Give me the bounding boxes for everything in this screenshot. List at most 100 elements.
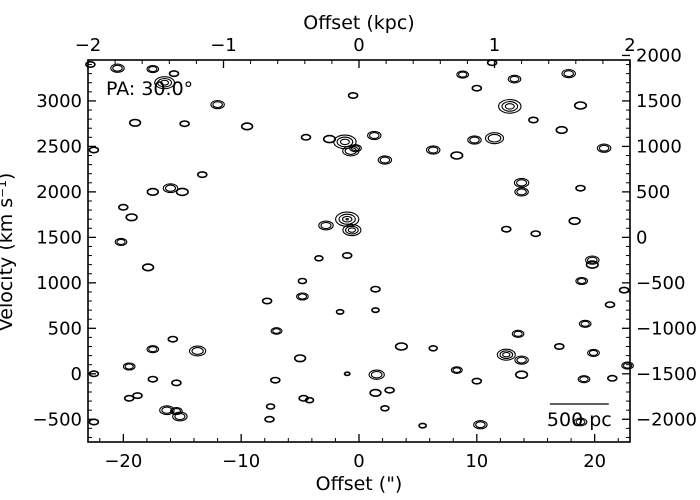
contour-blob bbox=[516, 188, 527, 196]
contour-blob bbox=[553, 342, 565, 350]
contour-blob bbox=[516, 356, 527, 364]
contour-blob bbox=[507, 74, 522, 84]
contour-blob bbox=[293, 354, 307, 363]
contour-blob bbox=[164, 184, 177, 192]
contour-blob bbox=[606, 374, 618, 382]
contour-blob bbox=[168, 70, 180, 78]
contour-blob bbox=[563, 70, 574, 78]
contour-blob bbox=[500, 225, 512, 233]
y-tick-label-left: 2500 bbox=[36, 136, 82, 157]
y-tick-label-right: −1500 bbox=[636, 364, 697, 385]
contour-blob bbox=[587, 256, 598, 264]
contour-blob bbox=[371, 307, 380, 314]
contour-blob bbox=[467, 135, 482, 145]
contour-blob bbox=[573, 101, 588, 110]
contour-blob bbox=[509, 75, 520, 83]
contour-blob bbox=[473, 420, 488, 430]
contour-blob bbox=[112, 64, 123, 72]
contour-blob bbox=[162, 183, 179, 194]
contour-blob bbox=[499, 350, 514, 360]
contour-blob bbox=[514, 187, 529, 197]
y-tick-label-left: 0 bbox=[71, 364, 82, 385]
contour-blob bbox=[179, 120, 190, 128]
contour-blob bbox=[125, 213, 138, 222]
scale-bar-label: 500 pc bbox=[547, 409, 612, 431]
contour-blob bbox=[146, 345, 160, 354]
contour-blob bbox=[377, 155, 393, 165]
contour-blob bbox=[141, 263, 155, 272]
y-tick-label-right: 0 bbox=[636, 227, 647, 248]
contour-blob bbox=[320, 221, 332, 230]
contour-blob bbox=[587, 348, 600, 357]
contour-blob bbox=[555, 125, 568, 135]
contour-blob bbox=[118, 203, 129, 211]
contour-blob bbox=[578, 319, 592, 328]
y-tick-label-right: 1000 bbox=[636, 136, 682, 157]
contour-blob bbox=[579, 376, 589, 383]
contour-blob bbox=[368, 369, 385, 380]
contour-blob bbox=[342, 224, 362, 237]
contour-blob bbox=[297, 293, 308, 300]
contour-blob bbox=[530, 230, 542, 238]
contour-blob bbox=[85, 60, 96, 68]
contour-blob bbox=[496, 348, 516, 361]
contour-blob bbox=[157, 77, 173, 88]
contour-blob bbox=[513, 330, 523, 337]
y-tick-label-right: −1000 bbox=[636, 318, 697, 339]
y-tick-label-right: 2000 bbox=[636, 45, 682, 66]
contour-blob bbox=[122, 362, 136, 371]
contour-blob bbox=[339, 138, 350, 146]
contour-blob bbox=[128, 118, 142, 127]
y-tick-label-left: −500 bbox=[33, 409, 82, 430]
y-tick-label-right: 500 bbox=[636, 182, 670, 203]
contour-blob bbox=[272, 328, 281, 334]
contour-blob bbox=[160, 79, 170, 86]
contour-blob bbox=[88, 146, 100, 154]
contour-blob bbox=[318, 220, 334, 231]
tick-layer: −20 −10 0 10 20−2 −1 0 1 2−500050010001500200025… bbox=[33, 35, 697, 472]
contour-blob bbox=[450, 366, 463, 374]
contour-blob bbox=[471, 84, 483, 92]
contour-blob bbox=[148, 66, 158, 73]
contour-blob bbox=[197, 171, 208, 179]
contour-blob bbox=[345, 225, 359, 235]
contour-blob bbox=[484, 132, 505, 145]
contour-blob bbox=[343, 371, 351, 377]
contour-blob bbox=[370, 285, 381, 293]
x-tick-label-bottom: −10 bbox=[222, 451, 260, 472]
x-axis-label-bottom: Offset (") bbox=[316, 473, 403, 495]
contour-blob bbox=[575, 276, 589, 286]
contour-blob bbox=[210, 99, 225, 110]
contour-blob bbox=[585, 255, 600, 265]
contour-blob bbox=[379, 156, 391, 164]
contour-blob bbox=[487, 133, 502, 143]
contour-blob bbox=[341, 252, 353, 260]
contour-blob bbox=[269, 376, 281, 384]
contour-blob bbox=[573, 417, 588, 427]
contour-blob bbox=[622, 362, 633, 369]
contour-blob bbox=[333, 134, 357, 150]
contour-blob bbox=[575, 184, 586, 192]
contour-blob bbox=[580, 320, 590, 327]
contour-blob bbox=[146, 187, 160, 196]
y-axis-label-left: Velocity (km s⁻¹) bbox=[0, 173, 17, 332]
contour-blob bbox=[159, 405, 175, 416]
x-tick-label-bottom: 0 bbox=[353, 451, 364, 472]
contour-blob bbox=[514, 355, 529, 365]
contour-blob bbox=[577, 277, 587, 285]
contour-blob bbox=[338, 213, 356, 225]
contour-blob bbox=[116, 238, 126, 245]
contour-blob bbox=[335, 308, 345, 315]
contour-blob bbox=[114, 237, 128, 246]
contour-layer bbox=[85, 59, 634, 430]
contour-blob bbox=[450, 151, 464, 160]
contour-blob bbox=[335, 211, 360, 227]
contour-blob bbox=[264, 415, 275, 423]
contour-blob bbox=[370, 370, 383, 379]
contour-blob bbox=[123, 394, 135, 402]
plot-frame bbox=[87, 59, 631, 443]
contour-blob bbox=[596, 143, 612, 153]
contour-blob bbox=[384, 386, 395, 394]
contour-blob bbox=[297, 277, 308, 285]
